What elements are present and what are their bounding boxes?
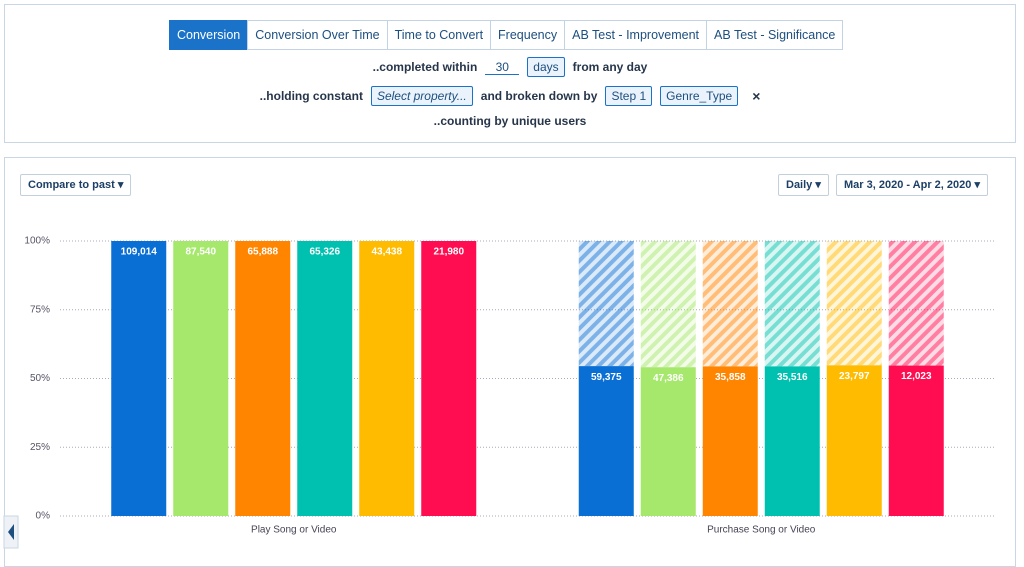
property-select[interactable]: Select property... [370, 86, 473, 106]
value-label: 35,516 [777, 372, 808, 383]
holding-row: ..holding constant Select property... an… [5, 86, 1015, 106]
tab[interactable]: AB Test - Improvement [564, 20, 708, 50]
x-tick-label: Play Song or Video [251, 525, 337, 536]
value-label: 109,014 [121, 247, 158, 258]
dropoff-area [826, 241, 882, 366]
value-label: 65,326 [309, 247, 340, 258]
label: ..completed within [372, 60, 478, 74]
bar [111, 241, 167, 516]
tab[interactable]: Time to Convert [386, 20, 492, 50]
value-label: 35,858 [715, 372, 746, 383]
tab[interactable]: Frequency [490, 20, 566, 50]
tab-bar: Conversion Conversion Over Time Time to Co… [169, 20, 844, 50]
query-panel: Conversion Conversion Over Time Time to Co… [4, 4, 1016, 143]
counting-row: ..counting by unique users [5, 114, 1015, 128]
bar [297, 241, 353, 516]
dropoff-area [640, 241, 696, 368]
dropoff-area [888, 241, 944, 366]
value-label: 59,375 [591, 372, 622, 383]
y-tick-label: 25% [30, 442, 50, 453]
left-arrow[interactable] [8, 524, 14, 540]
compare-button[interactable]: Compare to past ▾ [20, 174, 132, 196]
step-chip[interactable]: Step 1 [605, 86, 653, 106]
x-tick-label: Purchase Song or Video [707, 525, 816, 536]
window-input[interactable]: 30 [485, 60, 520, 75]
label: ..counting by unique users [433, 114, 587, 128]
group-chip[interactable]: Genre_Type [660, 86, 739, 106]
date-button[interactable]: Mar 3, 2020 - Apr 2, 2020 ▾ [836, 174, 988, 196]
value-label: 21,980 [433, 247, 464, 258]
label: from any day [572, 60, 648, 74]
tab[interactable]: Conversion [169, 20, 249, 50]
dropoff-area [764, 241, 820, 367]
value-label: 23,797 [839, 371, 870, 382]
y-tick-label: 0% [36, 511, 51, 522]
bar [359, 241, 415, 516]
label: and broken down by [480, 89, 598, 103]
remove-button[interactable]: × [752, 88, 761, 104]
bar [702, 366, 758, 516]
bar [888, 365, 944, 516]
bar [826, 365, 882, 516]
bar [578, 366, 634, 516]
dropoff-area [702, 241, 758, 367]
label: ..holding constant [259, 89, 363, 103]
bar [640, 367, 696, 516]
bar [235, 241, 291, 516]
bar [173, 241, 229, 516]
bar [764, 366, 820, 516]
value-label: 65,888 [247, 247, 278, 258]
interval-button[interactable]: Daily ▾ [778, 174, 829, 196]
y-tick-label: 50% [30, 373, 50, 384]
y-tick-label: 100% [24, 236, 50, 247]
tab[interactable]: AB Test - Significance [706, 20, 844, 50]
y-tick-label: 75% [30, 304, 50, 315]
unit-select[interactable]: days [527, 57, 565, 77]
value-label: 47,386 [653, 373, 684, 384]
dropoff-area [578, 241, 634, 367]
value-label: 87,540 [185, 247, 216, 258]
bar [421, 241, 477, 516]
completed-row: ..completed within 30 days from any day [5, 57, 1015, 77]
value-label: 12,023 [901, 371, 932, 382]
value-label: 43,438 [371, 247, 402, 258]
